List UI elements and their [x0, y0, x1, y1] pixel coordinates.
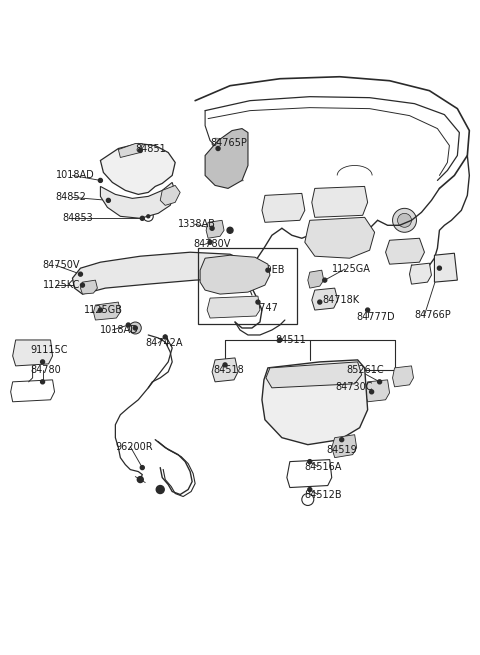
- Polygon shape: [365, 380, 390, 402]
- Polygon shape: [262, 360, 368, 445]
- Polygon shape: [393, 366, 413, 387]
- Polygon shape: [332, 435, 357, 458]
- Circle shape: [210, 226, 214, 231]
- Circle shape: [370, 390, 373, 394]
- Text: 84750V: 84750V: [43, 260, 80, 270]
- Text: 84518: 84518: [213, 365, 244, 375]
- Circle shape: [227, 227, 233, 233]
- Text: 84851: 84851: [135, 143, 166, 153]
- Circle shape: [290, 385, 330, 424]
- Circle shape: [156, 485, 164, 493]
- Circle shape: [163, 335, 167, 339]
- Circle shape: [437, 266, 442, 270]
- Polygon shape: [409, 263, 432, 284]
- Text: 1338AB: 1338AB: [178, 219, 216, 229]
- Polygon shape: [434, 253, 457, 282]
- Polygon shape: [207, 296, 260, 318]
- Polygon shape: [266, 362, 361, 388]
- Circle shape: [216, 147, 220, 151]
- Polygon shape: [305, 217, 374, 258]
- Circle shape: [278, 338, 282, 342]
- Circle shape: [98, 178, 102, 183]
- Text: 84853: 84853: [62, 214, 93, 223]
- Text: 84765P: 84765P: [210, 138, 247, 147]
- Text: 84730C: 84730C: [336, 382, 373, 392]
- Circle shape: [266, 268, 270, 272]
- Polygon shape: [81, 280, 97, 294]
- Circle shape: [308, 487, 312, 491]
- Text: 1249EB: 1249EB: [248, 265, 286, 275]
- Text: 84766P: 84766P: [415, 310, 451, 320]
- Circle shape: [41, 380, 45, 384]
- Circle shape: [300, 395, 320, 415]
- Circle shape: [318, 300, 322, 304]
- Text: 84852: 84852: [56, 193, 86, 202]
- Polygon shape: [212, 358, 238, 382]
- Text: 84777D: 84777D: [357, 312, 396, 322]
- Text: 1125GB: 1125GB: [84, 305, 122, 315]
- Text: 84718K: 84718K: [323, 295, 360, 305]
- Text: 84747: 84747: [247, 303, 278, 313]
- Circle shape: [393, 208, 417, 233]
- Polygon shape: [94, 302, 120, 320]
- Circle shape: [133, 326, 137, 330]
- Polygon shape: [72, 252, 248, 294]
- Circle shape: [129, 322, 141, 334]
- Circle shape: [98, 308, 102, 312]
- Text: 1125GA: 1125GA: [332, 264, 371, 274]
- Circle shape: [147, 215, 150, 218]
- Circle shape: [366, 308, 370, 312]
- Polygon shape: [205, 128, 248, 189]
- Polygon shape: [308, 270, 324, 288]
- Circle shape: [256, 300, 260, 304]
- Polygon shape: [119, 143, 142, 157]
- Circle shape: [81, 283, 84, 287]
- Circle shape: [378, 380, 382, 384]
- Circle shape: [140, 466, 144, 470]
- Text: 84516A: 84516A: [305, 462, 342, 472]
- Polygon shape: [312, 288, 338, 310]
- Polygon shape: [160, 185, 180, 206]
- Circle shape: [78, 272, 83, 276]
- Polygon shape: [200, 255, 270, 294]
- Circle shape: [308, 460, 312, 464]
- Text: 91115C: 91115C: [31, 345, 68, 355]
- Text: 1018AD: 1018AD: [56, 170, 94, 180]
- Text: 1018AD: 1018AD: [100, 325, 139, 335]
- Circle shape: [133, 166, 144, 176]
- Polygon shape: [312, 187, 368, 217]
- Circle shape: [397, 214, 411, 227]
- Circle shape: [107, 198, 110, 202]
- Circle shape: [120, 153, 156, 189]
- Polygon shape: [206, 220, 224, 238]
- Circle shape: [140, 216, 144, 220]
- Circle shape: [223, 363, 227, 367]
- Text: 84742A: 84742A: [145, 338, 183, 348]
- Text: 84780V: 84780V: [193, 239, 230, 250]
- Text: 85261C: 85261C: [347, 365, 384, 375]
- Polygon shape: [262, 193, 305, 222]
- Circle shape: [126, 323, 130, 327]
- Polygon shape: [385, 238, 424, 264]
- Polygon shape: [100, 183, 175, 218]
- Circle shape: [41, 360, 45, 364]
- Circle shape: [323, 278, 327, 282]
- Text: 84511: 84511: [275, 335, 306, 345]
- Circle shape: [340, 438, 344, 441]
- Text: 96200R: 96200R: [115, 441, 153, 452]
- Polygon shape: [100, 143, 175, 195]
- Text: 84780: 84780: [31, 365, 61, 375]
- Text: 84512B: 84512B: [305, 489, 342, 500]
- Circle shape: [138, 149, 142, 153]
- Text: 84519: 84519: [327, 445, 358, 455]
- Text: 1125KC: 1125KC: [43, 280, 80, 290]
- Circle shape: [127, 159, 149, 181]
- Circle shape: [208, 240, 212, 244]
- Circle shape: [137, 477, 144, 483]
- Polygon shape: [12, 340, 52, 366]
